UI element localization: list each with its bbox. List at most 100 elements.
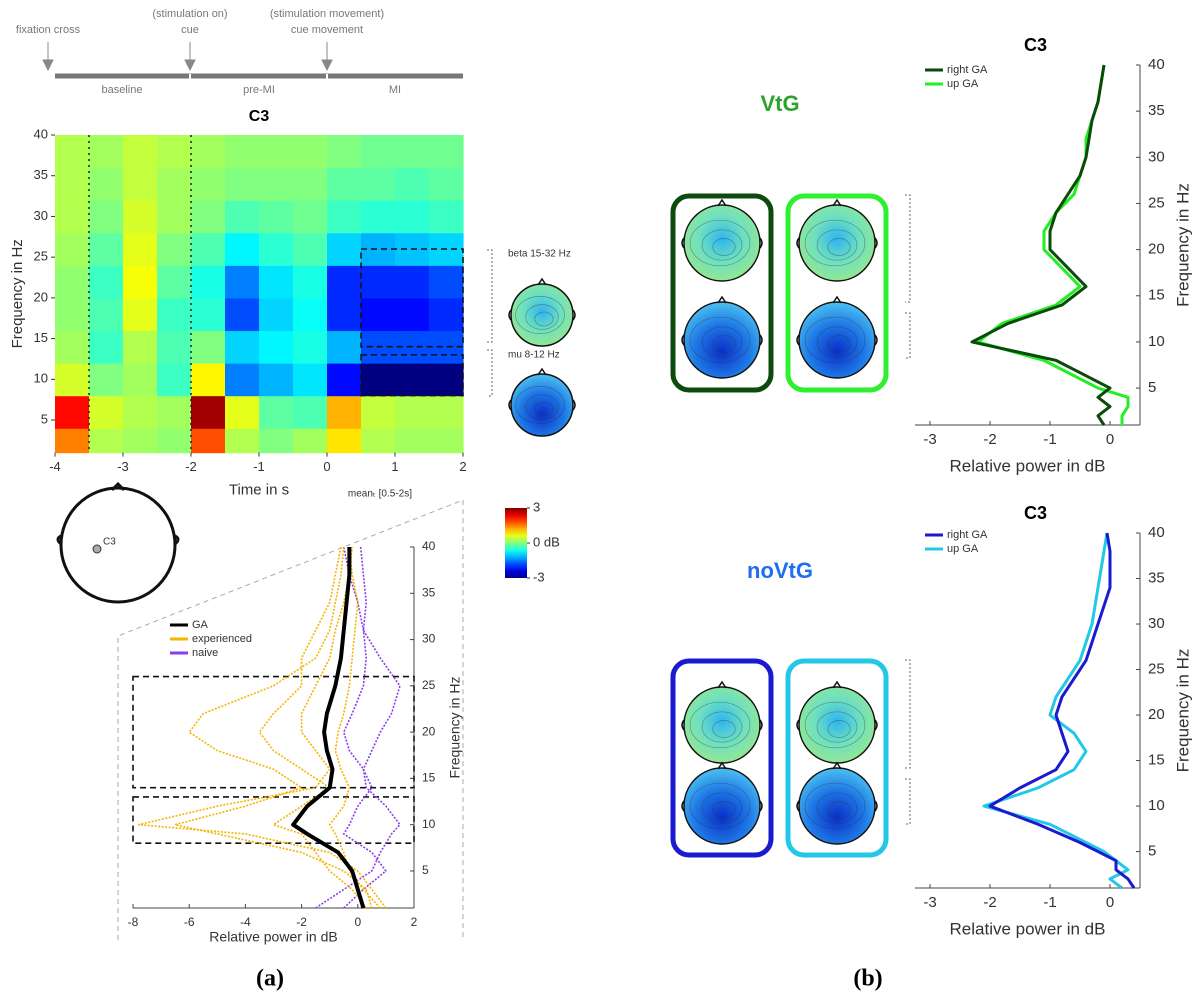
topo-contour [712, 801, 736, 819]
heatmap-cell [429, 363, 464, 397]
topo-contour [712, 720, 736, 738]
heatmap-cell [327, 363, 362, 397]
topo-ears [796, 334, 878, 346]
heatmap-cell [327, 428, 362, 454]
topo-label: beta 15-32 Hz [508, 249, 571, 260]
roi-box [132, 796, 415, 845]
x-tick-label: 0 [1106, 431, 1114, 448]
heatmap-cell [259, 330, 294, 364]
heatmap-cell [55, 135, 90, 169]
topo-contour [515, 386, 565, 424]
series-line [982, 532, 1130, 890]
x-tick-label: -3 [923, 431, 936, 448]
heatmap-cell [293, 297, 328, 332]
topo-contour [689, 219, 751, 267]
series-line [328, 546, 381, 909]
topo-label: mu 8-12 Hz [508, 350, 560, 361]
heatmap-cell [395, 297, 430, 332]
heatmap-cell [157, 428, 192, 454]
topo-ears [681, 800, 763, 812]
group-label: VtG [760, 91, 799, 116]
heatmap-cell [361, 428, 396, 454]
topo-contour [712, 238, 736, 256]
heatmap-cell [361, 395, 396, 429]
y-tick-label: 25 [34, 249, 48, 264]
legend-label: right GA [947, 529, 988, 541]
roi-box [360, 248, 464, 348]
y-tick-label: 35 [34, 167, 48, 182]
topo-ears [681, 719, 763, 731]
heatmap-cell [89, 232, 124, 266]
y-tick-label: 10 [1148, 333, 1165, 350]
x-tick-label: 2 [459, 459, 466, 474]
series-line [970, 64, 1112, 426]
topo-nose [717, 198, 727, 207]
heatmap-cell [395, 200, 430, 234]
heatmap-cell [327, 232, 362, 266]
y-tick-label: 35 [422, 585, 436, 599]
topo-contour [827, 801, 851, 819]
x-tick-label: -1 [1043, 894, 1056, 911]
x-axis-label: Time in s [229, 482, 289, 499]
legend-label: GA [192, 619, 209, 631]
heatmap-cell [293, 200, 328, 234]
x-tick-label: 2 [411, 915, 418, 929]
topo-contour [827, 335, 851, 353]
heatmap-cell [191, 330, 226, 364]
y-tick-label: 40 [34, 126, 48, 141]
series-line [315, 546, 401, 909]
heatmap-cell [157, 232, 192, 266]
heatmap-cell [55, 232, 90, 266]
heatmap-cell [395, 395, 430, 429]
topo-contour [701, 792, 743, 824]
band-bracket [487, 249, 493, 397]
heatmap-cell [327, 297, 362, 332]
x-tick-label: -6 [184, 915, 195, 929]
event-label: cue movement [291, 24, 363, 36]
heatmap-cell [157, 395, 192, 429]
heatmap-cell [293, 167, 328, 201]
y-tick-label: 5 [1148, 379, 1156, 396]
chart-title: C3 [249, 108, 270, 125]
heatmap-cell [123, 200, 158, 234]
topo-contour [525, 304, 559, 330]
topoplot [683, 204, 761, 282]
condition-box [670, 658, 774, 858]
topoplot [798, 204, 876, 282]
heatmap-cell [259, 265, 294, 299]
topo-contour [816, 792, 858, 824]
topo-nose [832, 198, 842, 207]
heatmap-cell [191, 265, 226, 299]
heatmap-cell [191, 232, 226, 266]
topo-nose [832, 680, 842, 689]
heatmap-cell [123, 363, 158, 397]
heatmap-cell [293, 232, 328, 266]
legend-label: right GA [947, 64, 988, 76]
y-tick-label: 30 [1148, 148, 1165, 165]
x-tick-label: -8 [128, 915, 139, 929]
y-axis-label: Frequency in Hz [1173, 183, 1192, 307]
heatmap-cell [55, 167, 90, 201]
band-bracket [905, 194, 911, 825]
y-tick-label: 20 [422, 724, 436, 738]
x-tick-label: -3 [923, 894, 936, 911]
heatmap-cell [89, 135, 124, 169]
heatmap-cell [361, 167, 396, 201]
heatmap-cell [123, 232, 158, 266]
topoplot [510, 283, 574, 347]
topo-contour [827, 238, 851, 256]
y-tick-label: 30 [1148, 615, 1165, 632]
heatmap-cell [89, 330, 124, 364]
topoplot [798, 767, 876, 845]
heatmap-cell [225, 297, 260, 332]
x-tick-label: -2 [983, 894, 996, 911]
y-tick-label: 10 [1148, 797, 1165, 814]
y-tick-label: 10 [34, 371, 48, 386]
x-tick-label: 0 [1106, 894, 1114, 911]
colorbar [505, 508, 527, 578]
x-tick-label: 0 [323, 459, 330, 474]
topo-nose [717, 680, 727, 689]
legend-label: experienced [192, 633, 252, 645]
x-axis-label: Relative power in dB [950, 919, 1106, 938]
